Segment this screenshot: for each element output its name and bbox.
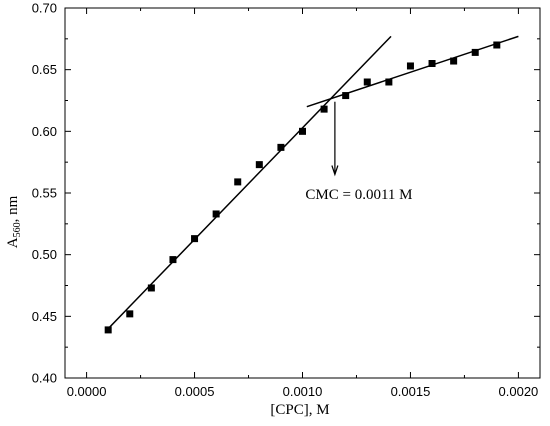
y-axis-title-sub: 560	[12, 222, 23, 237]
data-point	[471, 48, 479, 56]
y-tick-label: 0.50	[32, 247, 57, 262]
data-point	[406, 62, 414, 70]
y-axis-title-suffix: , nm	[5, 195, 21, 222]
cmc-annotation: CMC = 0.0011 M	[305, 187, 412, 203]
data-point	[147, 284, 155, 292]
data-point	[191, 235, 199, 243]
y-axis-title: A560, nm	[5, 195, 23, 248]
y-tick-label: 0.40	[32, 371, 57, 386]
data-point	[363, 78, 371, 86]
data-point	[450, 57, 458, 65]
axes: 0.0000 0.0005 0.0010 0.0015 0.0020 0.40 0.45 0.…	[32, 1, 541, 399]
y-axis-title-main: A	[5, 237, 21, 248]
fit-lines	[107, 35, 519, 330]
fit-line-1	[107, 35, 392, 330]
data-point	[493, 41, 501, 49]
x-axis-title: [CPC], M	[270, 402, 329, 418]
data-point	[299, 127, 306, 135]
data-point	[428, 60, 436, 67]
data-point	[255, 161, 263, 169]
data-point	[277, 143, 285, 151]
x-tick-label: 0.0015	[391, 384, 431, 399]
plot-frame	[64, 7, 541, 379]
data-point	[385, 78, 393, 86]
y-tick-label: 0.70	[32, 1, 57, 16]
y-tick-label: 0.45	[32, 309, 57, 324]
data-points	[104, 41, 501, 334]
y-tick-label: 0.65	[32, 62, 57, 77]
data-point	[234, 178, 242, 186]
data-point	[169, 256, 177, 264]
x-tick-label: 0.0000	[67, 384, 107, 399]
cmc-arrow-head	[331, 165, 339, 177]
x-tick-label: 0.0010	[283, 384, 323, 399]
data-point	[212, 210, 220, 218]
annotation-group: CMC = 0.0011 M	[305, 101, 413, 203]
x-tick-label: 0.0020	[499, 384, 539, 399]
data-point	[342, 92, 350, 100]
fit-line-2	[306, 35, 519, 108]
x-tick-label: 0.0005	[175, 384, 215, 399]
y-tick-label: 0.60	[32, 124, 57, 139]
data-point	[126, 310, 134, 318]
y-tick-label: 0.55	[32, 186, 57, 201]
data-point	[104, 326, 112, 334]
data-point	[320, 105, 328, 113]
